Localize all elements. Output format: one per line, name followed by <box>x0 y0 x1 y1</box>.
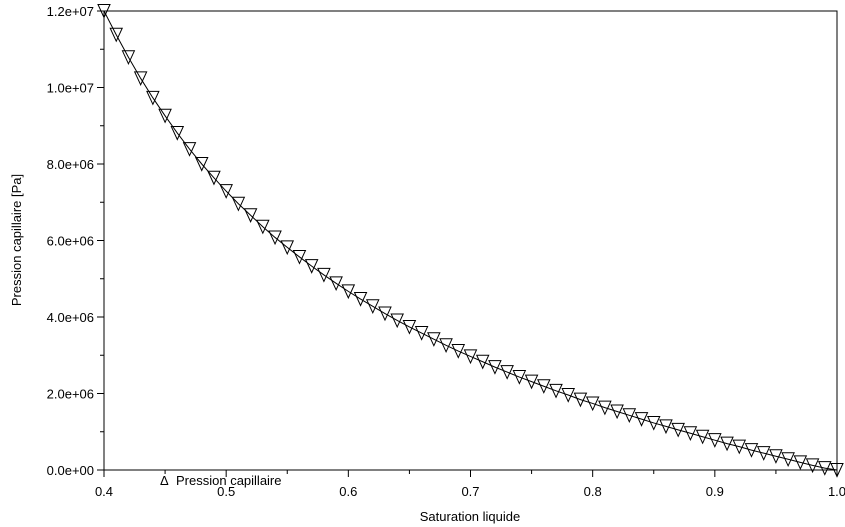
data-point-marker <box>219 184 233 199</box>
data-point-marker <box>671 422 685 438</box>
data-point-marker <box>622 408 637 423</box>
y-tick-labels: 0.0e+00 2.0e+06 4.0e+06 6.0e+06 8.0e+06 1.0e+… <box>47 4 94 478</box>
data-point-marker <box>561 388 576 403</box>
data-point-marker <box>488 360 502 375</box>
data-point-marker <box>634 412 649 427</box>
data-point-marker <box>194 157 209 172</box>
data-point-marker <box>280 240 295 256</box>
data-point-marker <box>683 426 698 441</box>
data-point-marker <box>329 276 343 292</box>
data-point-marker <box>708 433 722 448</box>
data-point-marker <box>402 319 417 335</box>
data-point-marker <box>695 429 710 445</box>
data-point-marker <box>182 142 197 157</box>
plot-frame <box>103 10 838 471</box>
data-point-marker <box>659 419 673 435</box>
data-point-marker <box>805 458 820 474</box>
legend-symbol: Δ <box>160 473 169 488</box>
data-point-marker <box>439 338 453 354</box>
data-point-marker <box>121 50 136 65</box>
data-point-marker <box>109 27 124 43</box>
legend-label: Pression capillaire <box>176 473 282 488</box>
data-point-marker <box>817 461 832 476</box>
data-point-marker <box>341 284 356 300</box>
data-point-marker <box>414 326 429 341</box>
x-tick-label: 0.5 <box>217 484 235 499</box>
data-point-marker <box>231 196 246 212</box>
data-point-marker <box>585 396 600 412</box>
data-point-marker <box>268 230 282 246</box>
data-point-marker <box>207 170 221 186</box>
data-point-marker <box>573 392 588 408</box>
series-line <box>103 10 838 471</box>
data-point-marker <box>243 208 258 223</box>
data-point-marker <box>512 370 527 385</box>
data-point-marker <box>353 292 368 307</box>
data-point-marker <box>610 404 624 420</box>
y-tick-label: 4.0e+06 <box>47 310 94 325</box>
data-point-marker <box>744 443 759 458</box>
data-point-marker <box>170 126 185 141</box>
y-tick-label: 8.0e+06 <box>47 157 94 172</box>
data-point-marker <box>537 379 551 394</box>
x-tick-label: 0.4 <box>95 484 113 499</box>
data-point-marker <box>830 463 844 478</box>
data-point-marker <box>720 436 734 452</box>
data-point-marker <box>500 365 514 380</box>
x-tick-label: 0.9 <box>706 484 724 499</box>
data-point-marker <box>378 306 392 322</box>
data-point-marker <box>292 249 307 265</box>
data-point-marker <box>646 415 661 431</box>
data-point-marker <box>158 108 172 124</box>
y-axis-title: Pression capillaire [Pa] <box>9 174 24 306</box>
y-tick-label: 1.2e+07 <box>47 4 94 19</box>
x-tick-label: 1.0 <box>828 484 845 499</box>
series-layer <box>97 4 844 478</box>
data-point-marker <box>390 313 404 329</box>
x-tick-labels: 0.4 0.5 0.6 0.7 0.8 0.9 1.0 <box>95 484 845 499</box>
data-point-marker <box>304 259 319 274</box>
legend: Δ Pression capillaire <box>160 473 282 488</box>
data-point-marker <box>317 267 331 283</box>
data-point-marker <box>781 452 795 467</box>
data-point-marker <box>146 90 160 106</box>
x-axis-title: Saturation liquide <box>420 509 520 524</box>
y-tick-label: 1.0e+07 <box>47 81 94 96</box>
data-point-marker <box>463 349 478 365</box>
data-point-marker <box>524 374 539 390</box>
data-point-marker <box>427 332 441 347</box>
data-point-marker <box>769 449 783 464</box>
data-point-marker <box>756 446 771 461</box>
data-point-marker <box>475 354 490 370</box>
y-tick-label: 0.0e+00 <box>47 463 94 478</box>
x-tick-label: 0.6 <box>339 484 357 499</box>
data-point-marker <box>256 219 270 235</box>
data-point-marker <box>365 299 380 314</box>
axis-ticks <box>97 10 838 477</box>
data-point-marker <box>133 71 148 87</box>
data-point-marker <box>598 400 612 416</box>
data-point-marker <box>732 439 747 455</box>
y-tick-label: 2.0e+06 <box>47 387 94 402</box>
data-point-marker <box>451 344 466 359</box>
y-tick-label: 6.0e+06 <box>47 234 94 249</box>
x-tick-label: 0.8 <box>584 484 602 499</box>
data-point-marker <box>97 4 111 19</box>
data-point-marker <box>549 383 563 399</box>
x-tick-label: 0.7 <box>461 484 479 499</box>
data-point-marker <box>793 455 808 471</box>
